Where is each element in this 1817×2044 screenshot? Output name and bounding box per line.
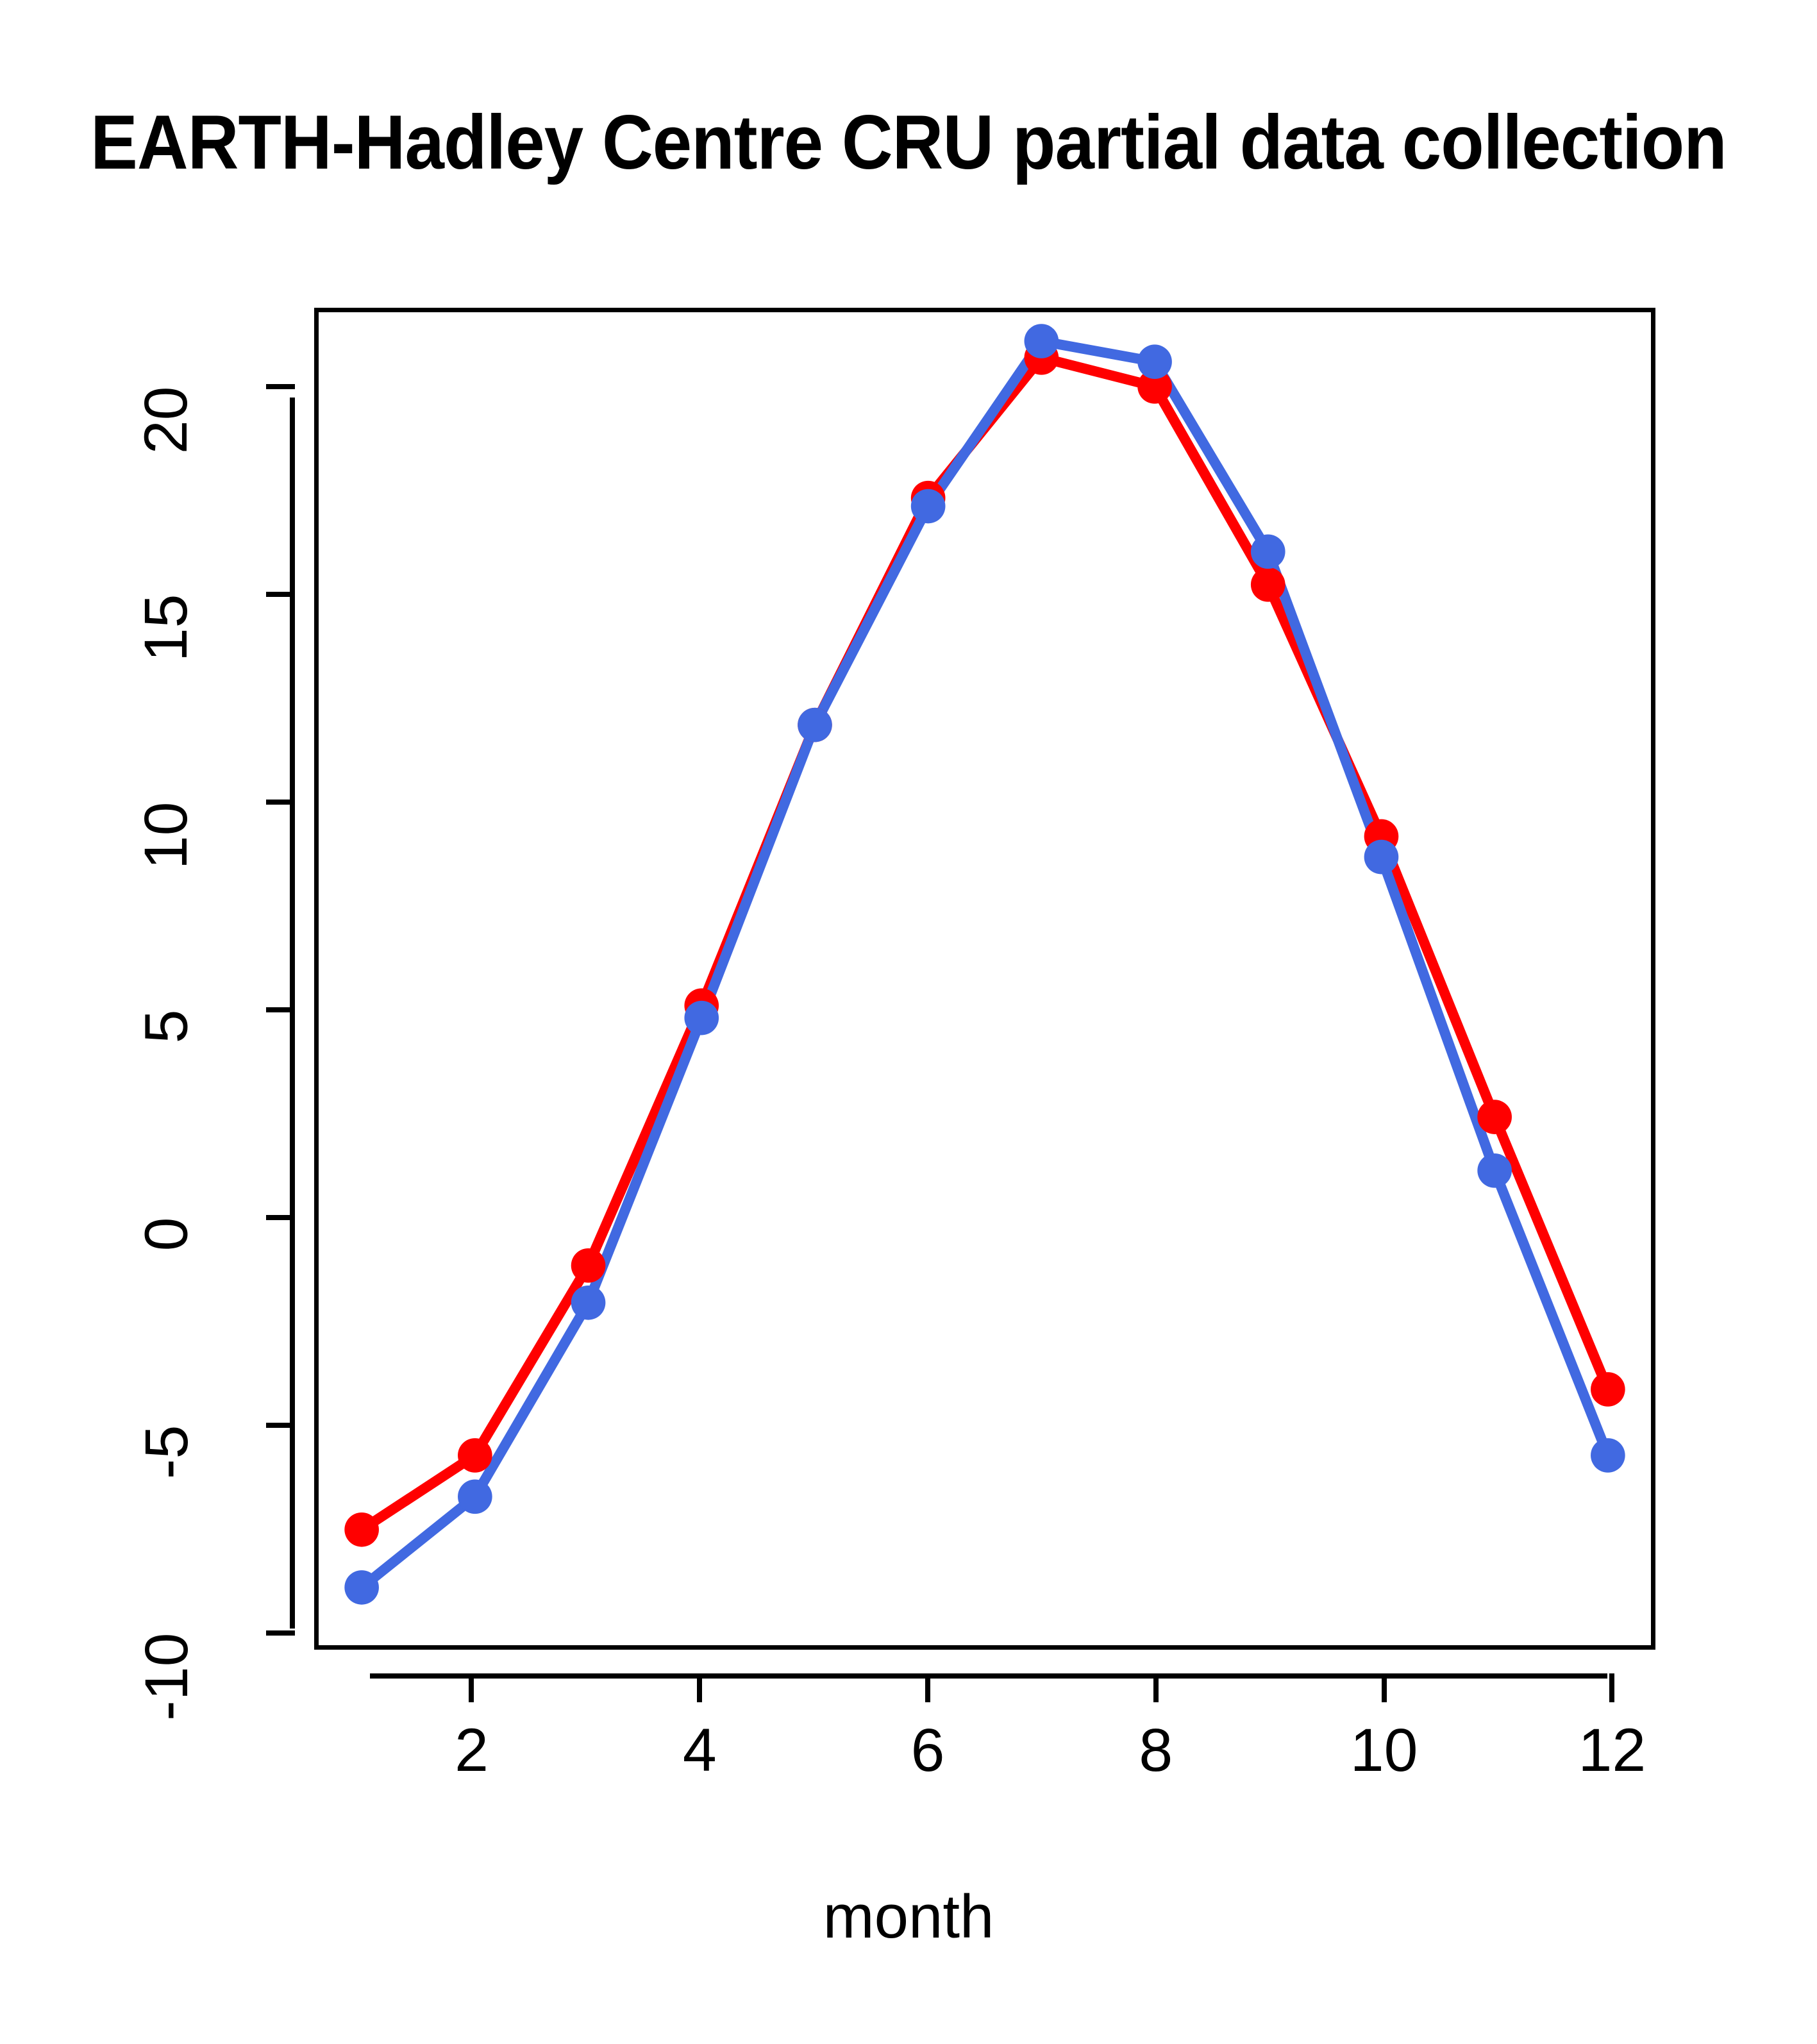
data-point bbox=[1364, 839, 1399, 875]
data-point bbox=[1024, 324, 1059, 358]
y-axis-tick-label-text: 15 bbox=[132, 594, 201, 662]
x-axis-title: month bbox=[823, 1882, 994, 1951]
data-point bbox=[1591, 1372, 1625, 1407]
x-axis-tick bbox=[697, 1673, 703, 1702]
y-axis-tick bbox=[266, 384, 295, 390]
x-axis-tick-label: 6 bbox=[910, 1716, 945, 1784]
data-point bbox=[344, 1512, 379, 1547]
y-axis-tick bbox=[266, 800, 295, 805]
data-point bbox=[344, 1570, 379, 1605]
y-axis-line bbox=[290, 398, 295, 1629]
plot-title-container: EARTH-Hadley Centre CRU partial data col… bbox=[0, 96, 1817, 199]
y-axis-tick-label-text: 10 bbox=[132, 801, 201, 870]
x-axis-tick-label: 2 bbox=[455, 1716, 489, 1784]
y-axis-tick bbox=[266, 1630, 295, 1636]
data-point bbox=[1477, 1153, 1512, 1188]
data-point bbox=[1591, 1438, 1625, 1473]
y-axis-tick bbox=[266, 1423, 295, 1428]
x-axis-tick-label: 8 bbox=[1139, 1716, 1173, 1784]
data-point bbox=[910, 489, 946, 524]
y-axis-tick-label-text: 20 bbox=[132, 386, 201, 455]
y-axis-tick-label-text: 5 bbox=[132, 1009, 201, 1044]
plot-canvas bbox=[344, 324, 1625, 1605]
x-axis-tick-label: 12 bbox=[1578, 1716, 1646, 1784]
data-point bbox=[1137, 344, 1172, 380]
x-axis-tick bbox=[469, 1673, 474, 1702]
y-axis-tick bbox=[266, 1007, 295, 1013]
x-axis-tick bbox=[1381, 1673, 1387, 1702]
data-point bbox=[1137, 369, 1172, 404]
series-line bbox=[356, 352, 1613, 1535]
data-point bbox=[798, 707, 832, 742]
x-axis-tick bbox=[1153, 1673, 1159, 1702]
data-point bbox=[684, 1000, 719, 1035]
data-point bbox=[458, 1479, 492, 1514]
data-point bbox=[571, 1285, 606, 1320]
data-point bbox=[1250, 534, 1285, 569]
data-point bbox=[1477, 1100, 1512, 1134]
data-point bbox=[458, 1438, 492, 1473]
x-axis-tick bbox=[1609, 1673, 1615, 1702]
x-axis-line bbox=[370, 1673, 1607, 1679]
data-point bbox=[571, 1248, 606, 1283]
y-axis-tick-label-text: 0 bbox=[132, 1217, 201, 1252]
x-axis-tick-label: 10 bbox=[1350, 1716, 1418, 1784]
data-point bbox=[1250, 567, 1285, 602]
y-axis-tick-label-text: -10 bbox=[132, 1632, 201, 1721]
plot-box bbox=[314, 308, 1655, 1650]
series-line bbox=[356, 336, 1613, 1593]
x-axis-tick-label: 4 bbox=[682, 1716, 717, 1784]
x-axis-tick bbox=[925, 1673, 931, 1702]
y-axis-tick bbox=[266, 1215, 295, 1221]
y-axis-tick bbox=[266, 592, 295, 598]
y-axis-tick-label-text: -5 bbox=[132, 1425, 201, 1480]
page-title: EARTH-Hadley Centre CRU partial data col… bbox=[90, 99, 1727, 185]
